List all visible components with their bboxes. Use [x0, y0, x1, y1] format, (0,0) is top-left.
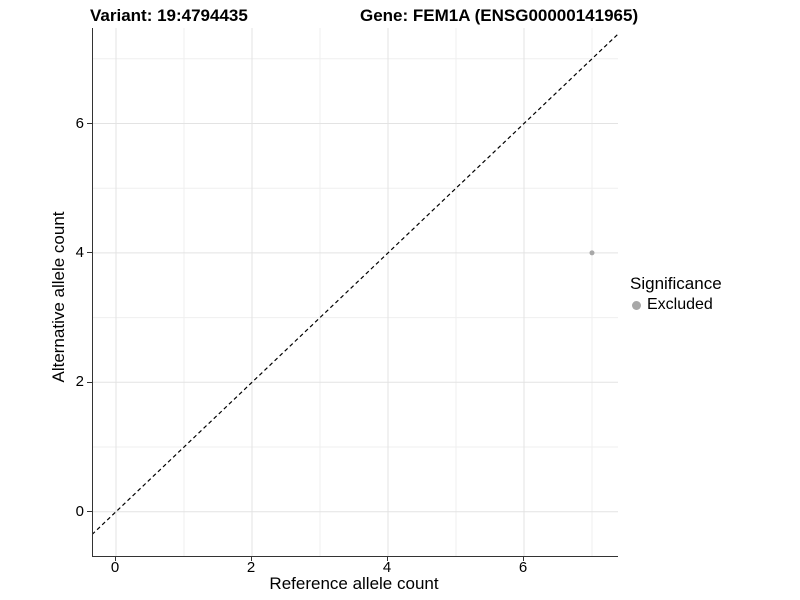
identity-reference-line: [93, 33, 618, 535]
x-tick-label: 4: [382, 559, 392, 576]
y-tick-mark: [87, 252, 92, 254]
data-point: [589, 250, 595, 256]
y-tick-mark: [87, 381, 92, 383]
y-axis-title: Alternative allele count: [49, 211, 68, 383]
y-tick-label: 4: [75, 243, 84, 261]
legend: Significance Excluded: [630, 274, 722, 314]
legend-item-excluded: Excluded: [630, 296, 722, 314]
x-tick-mark: [114, 556, 116, 561]
plot-title-gene: Gene: FEM1A (ENSG00000141965): [360, 6, 639, 25]
x-tick-mark: [250, 556, 252, 561]
y-tick-label: 2: [75, 373, 84, 391]
legend-title: Significance: [630, 274, 722, 293]
plot-title-variant: Variant: 19:4794435: [90, 6, 248, 25]
x-axis-title: Reference allele count: [269, 574, 439, 593]
plot-panel: [92, 28, 618, 557]
legend-point-icon: [632, 300, 641, 310]
y-tick-mark: [87, 511, 92, 513]
x-tick-mark: [386, 556, 388, 561]
x-tick-label: 2: [246, 559, 256, 576]
x-tick-label: 0: [110, 559, 120, 576]
plot-area-svg: [93, 28, 618, 556]
x-tick-mark: [522, 556, 524, 561]
y-tick-label: 0: [75, 502, 84, 520]
x-tick-label: 6: [518, 559, 528, 576]
legend-item-label: Excluded: [647, 296, 713, 313]
y-tick-label: 6: [75, 114, 84, 132]
y-tick-mark: [87, 123, 92, 124]
